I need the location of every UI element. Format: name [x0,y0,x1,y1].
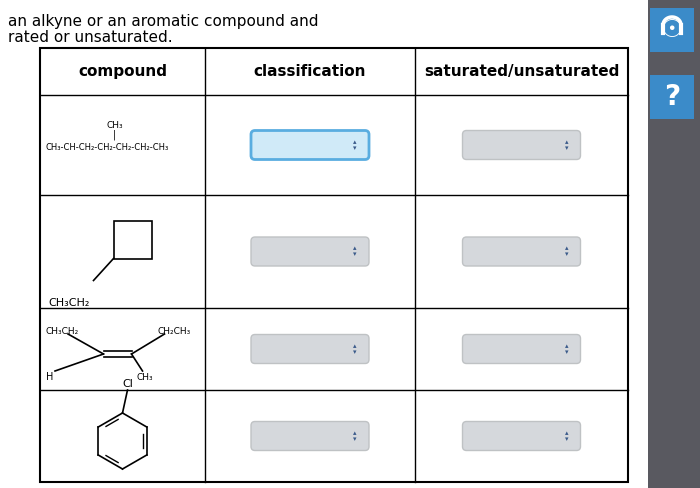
Text: ▴: ▴ [354,139,357,145]
FancyBboxPatch shape [463,237,580,266]
Text: ▾: ▾ [354,251,357,258]
Bar [648,0,700,488]
Text: an alkyne or an aromatic compound and: an alkyne or an aromatic compound and [8,14,318,29]
FancyBboxPatch shape [251,237,369,266]
Bar [650,8,694,52]
Text: ▴: ▴ [565,245,568,251]
Text: rated or unsaturated.: rated or unsaturated. [8,30,173,45]
FancyBboxPatch shape [251,130,369,160]
Text: ▾: ▾ [354,436,357,442]
Text: classification: classification [253,64,366,79]
Bar [40,48,628,482]
Text: CH₃-CH-CH₂-CH₂-CH₂-CH₂-CH₃: CH₃-CH-CH₂-CH₂-CH₂-CH₂-CH₃ [45,142,168,151]
Text: H: H [46,372,54,382]
Text: ▴: ▴ [565,430,568,436]
FancyBboxPatch shape [463,130,580,160]
FancyBboxPatch shape [463,422,580,450]
Text: ▾: ▾ [354,349,357,355]
Text: ▴: ▴ [565,139,568,145]
Text: CH₃CH₂: CH₃CH₂ [48,299,90,308]
Text: ?: ? [664,83,680,111]
Text: CH₃: CH₃ [106,121,122,129]
FancyBboxPatch shape [251,334,369,364]
Text: Cl: Cl [122,379,133,389]
Text: ☉: ☉ [661,18,683,42]
Text: |: | [113,130,116,140]
Text: compound: compound [78,64,167,79]
Text: CH₂CH₃: CH₂CH₃ [158,326,190,336]
Text: ▾: ▾ [565,349,568,355]
Text: ▴: ▴ [354,245,357,251]
Bar [650,75,694,119]
Text: ▴: ▴ [565,343,568,349]
Text: CH₃CH₂: CH₃CH₂ [45,326,78,336]
Text: CH₃: CH₃ [136,372,153,382]
Text: ▾: ▾ [565,145,568,151]
Text: ▾: ▾ [565,251,568,258]
Text: ▾: ▾ [565,436,568,442]
FancyBboxPatch shape [463,334,580,364]
Text: ▴: ▴ [354,343,357,349]
Text: ▾: ▾ [354,145,357,151]
Text: ▴: ▴ [354,430,357,436]
FancyBboxPatch shape [251,422,369,450]
Text: saturated/unsaturated: saturated/unsaturated [424,64,620,79]
Bar [113,221,151,259]
